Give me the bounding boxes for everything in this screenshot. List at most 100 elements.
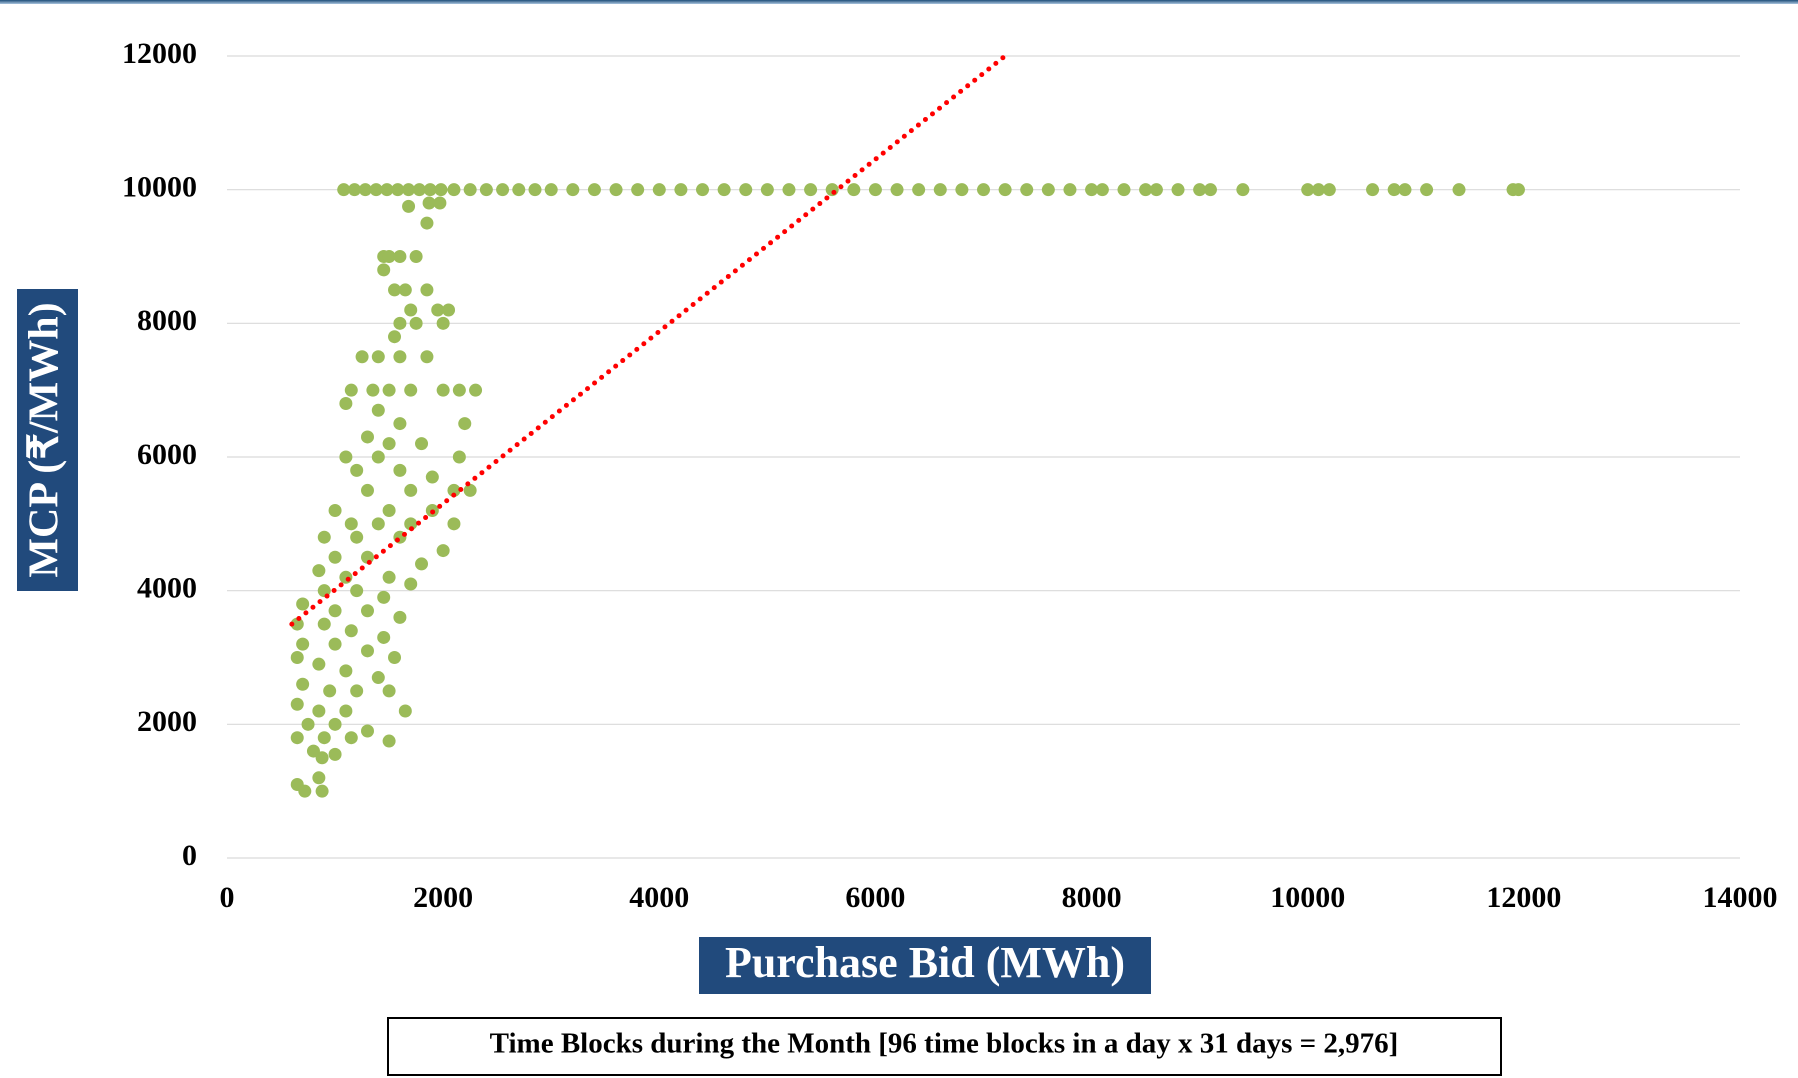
point bbox=[337, 183, 351, 197]
point bbox=[1387, 183, 1401, 197]
point bbox=[631, 183, 645, 197]
point bbox=[339, 704, 353, 718]
point bbox=[312, 704, 326, 718]
point bbox=[404, 577, 418, 591]
point bbox=[717, 183, 731, 197]
point bbox=[290, 697, 304, 711]
point bbox=[1085, 183, 1099, 197]
point bbox=[420, 283, 434, 297]
point bbox=[393, 250, 407, 263]
point bbox=[301, 717, 315, 731]
point bbox=[422, 196, 436, 210]
point bbox=[360, 430, 374, 444]
point bbox=[355, 350, 369, 364]
x-tick-label: 10000 bbox=[1270, 881, 1345, 914]
point bbox=[1149, 183, 1163, 197]
point bbox=[369, 183, 383, 197]
point bbox=[436, 383, 450, 397]
point bbox=[317, 530, 331, 544]
trendline bbox=[289, 53, 1008, 627]
point bbox=[458, 417, 472, 431]
point bbox=[452, 383, 466, 397]
point bbox=[296, 637, 310, 651]
point bbox=[409, 316, 423, 330]
y-tick-label: 10000 bbox=[122, 171, 197, 204]
point bbox=[431, 303, 445, 317]
point bbox=[393, 463, 407, 477]
point bbox=[350, 684, 364, 698]
point bbox=[463, 183, 477, 197]
point bbox=[323, 684, 337, 698]
point bbox=[388, 651, 402, 664]
point bbox=[393, 350, 407, 364]
point bbox=[434, 183, 448, 197]
point bbox=[512, 183, 526, 197]
point bbox=[674, 183, 688, 197]
point bbox=[412, 183, 426, 197]
point bbox=[382, 734, 396, 748]
point bbox=[739, 183, 753, 197]
point bbox=[377, 263, 391, 277]
point bbox=[371, 671, 385, 685]
point bbox=[442, 303, 456, 317]
point bbox=[350, 530, 364, 544]
x-tick-label: 0 bbox=[220, 881, 235, 914]
y-tick-label: 6000 bbox=[137, 438, 197, 471]
point bbox=[393, 610, 407, 624]
point bbox=[344, 383, 358, 397]
point bbox=[423, 183, 437, 197]
point bbox=[447, 183, 461, 197]
y-label-box bbox=[17, 289, 78, 591]
point bbox=[290, 651, 304, 664]
point bbox=[1117, 183, 1131, 197]
point bbox=[977, 183, 990, 197]
point bbox=[382, 383, 396, 397]
point bbox=[328, 604, 342, 618]
x-tick-label: 6000 bbox=[845, 881, 905, 914]
point bbox=[1420, 183, 1434, 197]
point bbox=[382, 570, 396, 584]
point bbox=[447, 517, 461, 531]
point bbox=[344, 517, 358, 531]
point bbox=[912, 183, 926, 197]
point bbox=[371, 517, 385, 531]
point bbox=[587, 183, 601, 197]
point bbox=[388, 283, 402, 297]
point bbox=[404, 303, 418, 317]
point bbox=[312, 657, 326, 671]
point bbox=[415, 557, 429, 571]
point bbox=[298, 784, 312, 798]
point bbox=[315, 784, 329, 798]
x-tick-label: 8000 bbox=[1062, 881, 1122, 914]
point bbox=[360, 644, 374, 658]
point bbox=[328, 747, 342, 761]
point bbox=[377, 630, 391, 644]
point bbox=[1203, 183, 1217, 197]
point bbox=[933, 183, 947, 197]
point bbox=[402, 199, 416, 213]
point bbox=[998, 183, 1012, 197]
point bbox=[1301, 183, 1315, 197]
x-tick-label: 2000 bbox=[413, 881, 473, 914]
point bbox=[463, 483, 477, 497]
point bbox=[420, 216, 434, 230]
point bbox=[371, 450, 385, 464]
point bbox=[566, 183, 580, 197]
point bbox=[404, 383, 418, 397]
point bbox=[339, 664, 353, 678]
point bbox=[348, 183, 362, 197]
point bbox=[360, 724, 374, 738]
point bbox=[317, 731, 331, 745]
point bbox=[433, 196, 447, 210]
point bbox=[696, 183, 710, 197]
point bbox=[1398, 183, 1412, 197]
point bbox=[296, 597, 310, 611]
point bbox=[328, 637, 342, 651]
point bbox=[312, 564, 326, 578]
point bbox=[393, 417, 407, 431]
point bbox=[544, 183, 558, 197]
point bbox=[312, 771, 326, 785]
point bbox=[366, 383, 380, 397]
point bbox=[404, 517, 418, 531]
point bbox=[1171, 183, 1185, 197]
